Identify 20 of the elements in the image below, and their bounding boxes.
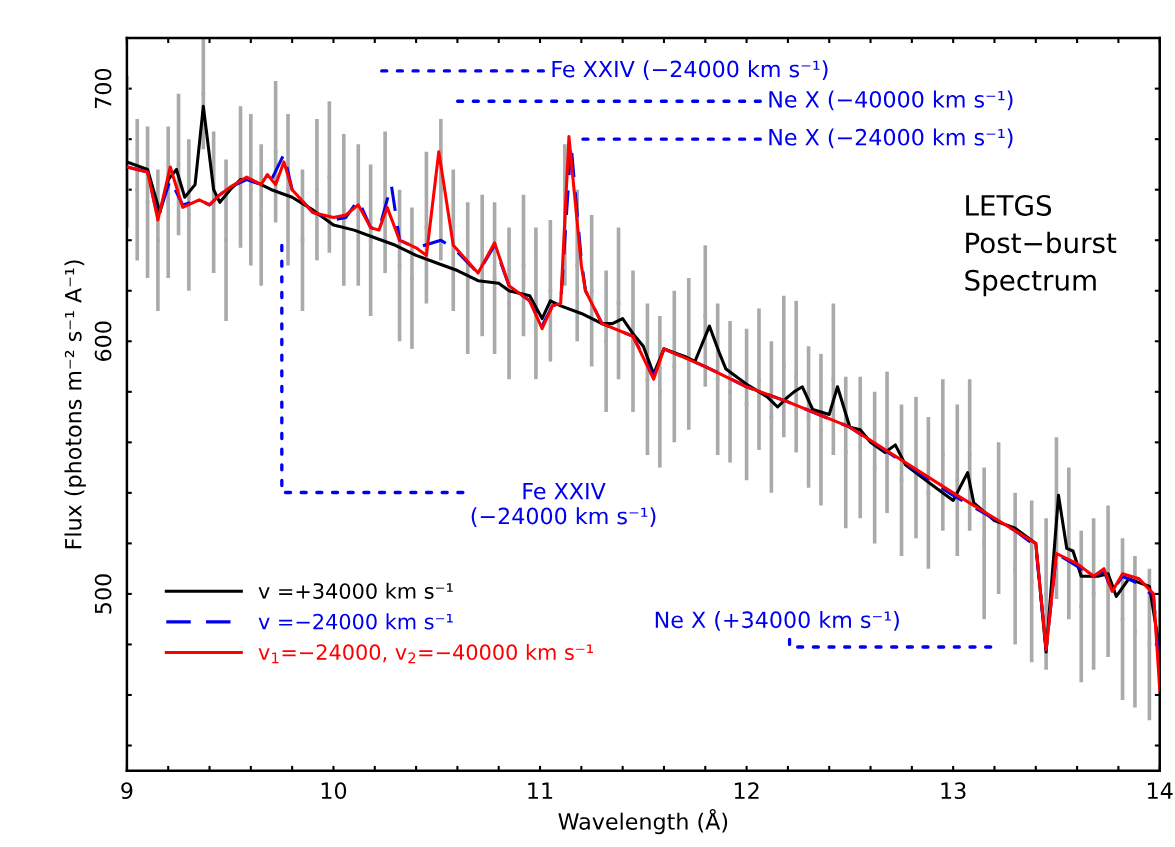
annotation: Ne X (−24000 km s⁻¹) xyxy=(769,128,1013,149)
annotation: LETGS Post−burst Spectrum xyxy=(965,194,1117,297)
x-axis-title: Wavelength (Å) xyxy=(558,808,728,835)
x-tick-label: 14 xyxy=(1148,782,1173,799)
x-tick-label: 9 xyxy=(121,782,133,800)
x-tick-label: 10 xyxy=(321,782,347,800)
annotation: Ne X (+34000 km s⁻¹) xyxy=(655,610,899,631)
x-tick-label: 12 xyxy=(734,782,759,799)
y-axis-title: Flux (photons m⁻² s⁻¹ A⁻¹) xyxy=(64,260,86,549)
legend-label: v$_{1}$=−24000, v$_{2}$=−40000 km s⁻¹ xyxy=(258,643,594,664)
annotation: Fe XXIV (−24000 km s⁻¹) xyxy=(552,60,828,81)
legend-label: v =−24000 km s⁻¹ xyxy=(258,613,453,630)
y-tick-label: 700 xyxy=(94,68,112,109)
annotation: Ne X (−40000 km s⁻¹) xyxy=(769,90,1013,111)
y-tick-label: 600 xyxy=(94,321,112,361)
y-tick-label: 500 xyxy=(94,574,112,614)
x-tick-label: 13 xyxy=(941,782,966,800)
legend-label: v =+34000 km s⁻¹ xyxy=(258,582,453,599)
annotation: Fe XXIV (−24000 km s⁻¹) xyxy=(471,482,656,527)
x-tick-label: 11 xyxy=(528,782,553,799)
